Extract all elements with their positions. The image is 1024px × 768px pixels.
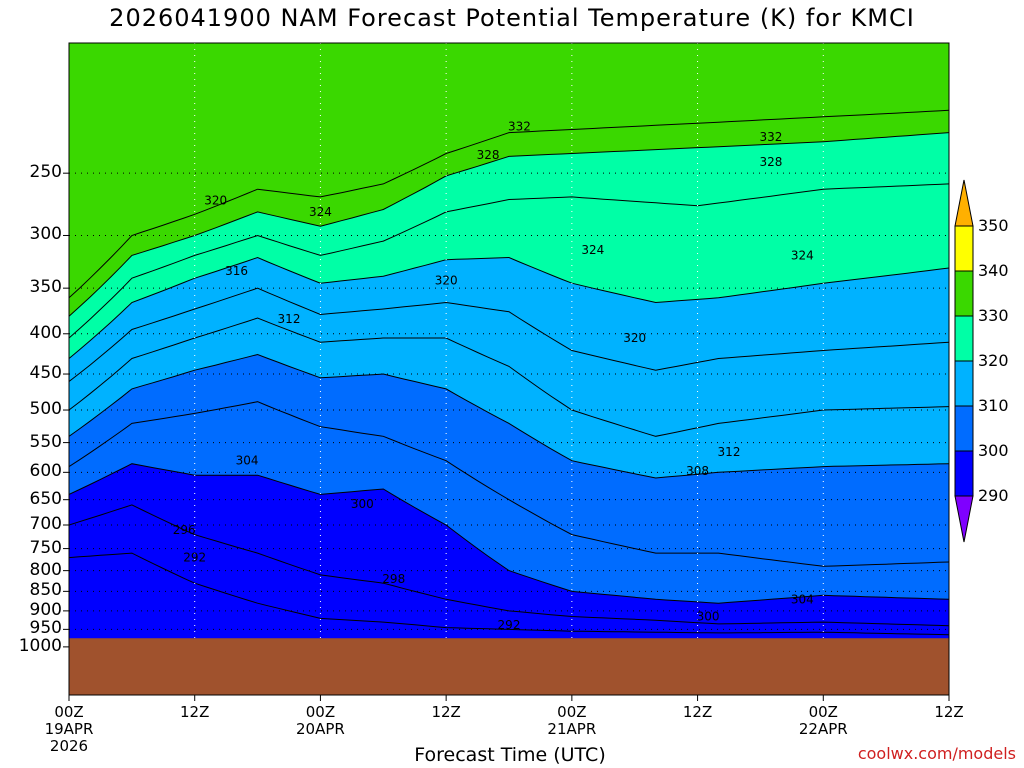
y-tick-label-950: 950 <box>29 618 62 639</box>
y-tick-label-900: 900 <box>29 599 62 620</box>
contour-label-17: 292 <box>183 551 206 565</box>
chart-title: 2026041900 NAM Forecast Potential Temper… <box>109 4 915 32</box>
contour-label-16: 296 <box>173 523 196 537</box>
isentrope-lines <box>69 109 949 636</box>
colorbar-label-350: 350 <box>978 216 1009 235</box>
isentrope-320 <box>69 256 949 359</box>
contour-label-18: 298 <box>382 572 405 586</box>
colorbar-label-320: 320 <box>978 351 1009 370</box>
isentrope-328 <box>69 132 949 317</box>
y-tick-label-750: 750 <box>29 537 62 558</box>
theta-bands <box>69 43 949 695</box>
ground-surface <box>69 638 949 695</box>
colorbar-segment-3 <box>954 315 974 362</box>
contour-label-21: 292 <box>498 618 521 632</box>
colorbar-segment-4 <box>954 270 974 317</box>
y-tick-label-700: 700 <box>29 514 62 534</box>
isentrope-304 <box>69 401 949 567</box>
colorbar <box>954 179 974 543</box>
contour-label-5: 324 <box>309 205 332 219</box>
isentrope-316 <box>69 287 949 382</box>
y-tick-label-400: 400 <box>29 322 62 343</box>
contour-label-19: 304 <box>791 592 814 606</box>
isentrope-324 <box>69 183 949 339</box>
y-tick-label-450: 450 <box>29 363 62 384</box>
x-tick-label-12: 12Z <box>180 703 210 721</box>
colorbar-segment-5 <box>954 225 974 272</box>
contour-label-6: 324 <box>581 243 604 257</box>
colorbar-segment-1 <box>954 405 974 452</box>
x-tick-label-36: 12Z <box>431 703 461 721</box>
contour-label-20: 300 <box>697 610 720 624</box>
isentrope-332 <box>69 109 949 299</box>
colorbar-label-310: 310 <box>978 396 1009 415</box>
isentrope-300 <box>69 463 949 604</box>
contour-labels: 332 332 328 328 320 324 324 324 316 320 312 320 304 3… <box>173 119 814 632</box>
colorbar-segment-0 <box>954 450 974 497</box>
isentrope-292 <box>69 552 949 636</box>
y-tick-label-1000: 1000 <box>18 635 62 656</box>
contour-label-13: 312 <box>718 445 741 459</box>
x-axis-title: Forecast Time (UTC) <box>414 744 606 766</box>
y-tick-label-250: 250 <box>29 162 62 183</box>
contour-label-3: 328 <box>759 155 782 169</box>
contour-label-2: 328 <box>477 148 500 162</box>
x-tick-label-24: 00Z 20APR <box>296 703 345 738</box>
contour-label-10: 312 <box>278 312 301 326</box>
colorbar-segment-2 <box>954 360 974 407</box>
isentrope-312 <box>69 317 949 437</box>
y-tick-label-800: 800 <box>29 559 62 580</box>
credit-text: coolwx.com/models <box>857 744 1016 763</box>
contour-label-12: 304 <box>236 454 259 468</box>
colorbar-arrow-top <box>954 179 974 227</box>
colorbar-label-330: 330 <box>978 306 1009 325</box>
grid-lines <box>69 43 949 695</box>
axis-ticks <box>63 172 950 701</box>
contour-label-11: 320 <box>623 331 646 345</box>
contour-label-14: 308 <box>686 464 709 478</box>
isentrope-308 <box>69 353 949 479</box>
colorbar-label-290: 290 <box>978 486 1009 505</box>
isentrope-296 <box>69 504 949 627</box>
y-tick-label-300: 300 <box>29 224 62 245</box>
contour-label-4: 320 <box>204 194 227 208</box>
y-tick-label-850: 850 <box>29 580 62 601</box>
contour-label-8: 316 <box>225 264 248 278</box>
contour-label-0: 332 <box>508 119 531 133</box>
colorbar-arrow-bottom <box>954 495 974 543</box>
plot-frame <box>68 42 950 696</box>
x-tick-label-84: 12Z <box>934 703 964 721</box>
x-tick-label-48: 00Z 21APR <box>547 703 597 738</box>
y-tick-label-650: 650 <box>29 488 62 509</box>
contour-label-15: 300 <box>351 497 374 511</box>
x-tick-label-60: 12Z <box>682 703 713 721</box>
x-tick-label-72: 00Z 22APR <box>798 703 848 738</box>
colorbar-label-340: 340 <box>978 261 1009 280</box>
colorbar-label-300: 300 <box>978 441 1009 460</box>
y-tick-label-350: 350 <box>29 277 62 298</box>
contour-label-7: 324 <box>791 248 814 262</box>
contour-label-9: 320 <box>435 273 458 287</box>
y-tick-label-550: 550 <box>29 431 62 452</box>
x-tick-label-0: 00Z 19APR 2026 <box>44 703 94 755</box>
y-tick-label-500: 500 <box>29 399 62 420</box>
contour-label-1: 332 <box>759 130 782 144</box>
y-tick-label-600: 600 <box>29 461 62 482</box>
